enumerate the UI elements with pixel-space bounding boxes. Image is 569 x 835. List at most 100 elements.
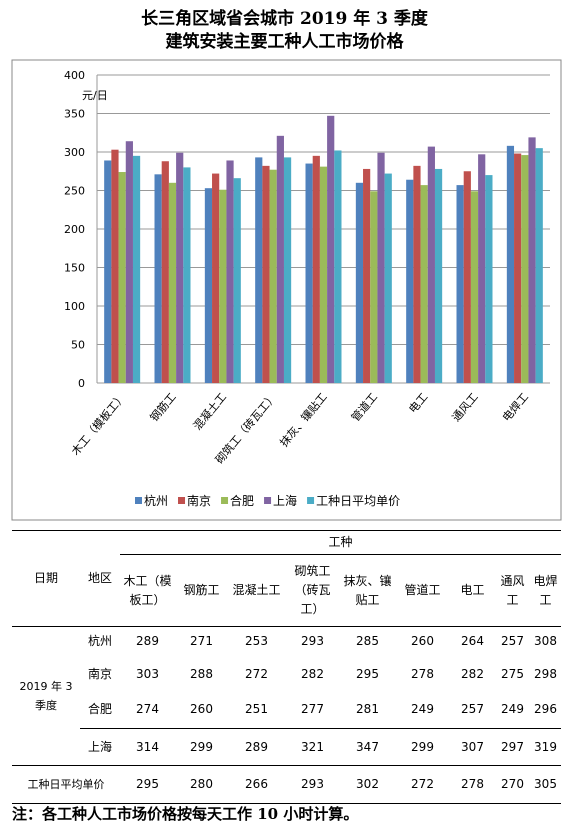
table-cell: 303 xyxy=(136,666,159,681)
table-cell: 282 xyxy=(461,666,484,681)
bar xyxy=(406,179,414,383)
column-header: 通风工 xyxy=(500,573,525,607)
bar xyxy=(276,135,284,383)
bar xyxy=(283,157,292,383)
table-cell: 295 xyxy=(136,777,159,791)
table-cell: 302 xyxy=(356,777,379,791)
table-cell: 251 xyxy=(245,702,268,717)
table-cell: 321 xyxy=(301,739,324,754)
bar xyxy=(161,161,169,383)
chart: 元/日 0 50 100 150 200 250 300 350 400 木工（模板工） 钢筋工 混凝… xyxy=(11,59,562,521)
legend-swatch xyxy=(264,497,272,504)
bar xyxy=(312,155,320,383)
table-cell: 289 xyxy=(245,739,268,754)
bar xyxy=(384,173,392,383)
table-cell: 280 xyxy=(190,777,213,791)
bar xyxy=(377,152,385,383)
column-header: 混凝土工 xyxy=(232,583,281,597)
table-cell: 264 xyxy=(461,634,484,649)
x-tick-label: 钢筋工 xyxy=(147,390,179,424)
legend-label: 杭州 xyxy=(144,493,168,508)
table-cell: 307 xyxy=(461,739,484,754)
legend-swatch xyxy=(178,497,186,504)
table-cell: 347 xyxy=(356,739,379,754)
bar xyxy=(521,155,529,383)
price-table: 日期 地区 工种 木工（模板工） 钢筋工 混凝土工 砌筑工（砖瓦工） 抹灰、镶贴工 管道工 电工 通… xyxy=(12,530,561,804)
bar xyxy=(183,167,191,383)
table-cell: 319 xyxy=(534,739,557,754)
bar xyxy=(427,146,435,383)
table-cell: 299 xyxy=(411,739,434,754)
x-tick-label: 管道工 xyxy=(348,390,380,424)
bar xyxy=(319,166,328,383)
chart-title: 长三角区域省会城市 2019 年 3 季度 xyxy=(141,9,428,29)
table-cell: 271 xyxy=(190,634,213,649)
table-cell: 272 xyxy=(411,777,434,791)
table-cell: 260 xyxy=(190,702,213,717)
legend-label: 工种日平均单价 xyxy=(316,494,400,508)
legend-swatch xyxy=(307,497,315,504)
group-header: 工种 xyxy=(120,530,561,555)
bar xyxy=(262,165,270,383)
legend-label: 合肥 xyxy=(230,493,254,508)
y-tick-label: 250 xyxy=(64,185,85,198)
bar xyxy=(176,152,184,383)
table-cell: 277 xyxy=(301,702,324,717)
bar xyxy=(506,145,515,383)
table-cell: 274 xyxy=(136,702,159,717)
x-tick-label: 电工 xyxy=(406,391,430,416)
table-cell: 257 xyxy=(461,702,484,717)
y-tick-label: 0 xyxy=(78,377,85,390)
bar xyxy=(154,174,162,383)
bar xyxy=(535,148,543,383)
legend-swatch xyxy=(135,497,142,504)
bar xyxy=(255,157,263,383)
y-tick-label: 400 xyxy=(64,69,85,82)
date-header: 日期 xyxy=(33,571,58,585)
x-tick-label: 通风工 xyxy=(450,391,481,425)
bar xyxy=(305,163,313,383)
bar xyxy=(485,175,493,383)
column-header: 木工（模板工） xyxy=(123,573,172,607)
column-header: 砌筑工（砖瓦工） xyxy=(294,564,331,616)
x-tick-label: 抹灰、镶贴工 xyxy=(277,390,330,450)
bar xyxy=(219,189,227,383)
table-cell: 314 xyxy=(136,739,159,754)
table-cell: 293 xyxy=(301,777,324,791)
table-cell: 288 xyxy=(190,666,213,681)
table-cell: 253 xyxy=(245,634,268,649)
row-header: 杭州 xyxy=(87,634,112,649)
bar xyxy=(118,172,126,383)
table-cell: 298 xyxy=(534,666,557,681)
table-cell: 266 xyxy=(245,777,268,791)
bar xyxy=(334,150,342,383)
y-unit: 元/日 xyxy=(82,89,108,102)
x-tick-label: 混凝土工 xyxy=(190,390,229,433)
y-tick-label: 100 xyxy=(64,300,85,313)
y-tick-label: 200 xyxy=(64,223,85,236)
legend-label: 上海 xyxy=(273,493,297,508)
table-cell: 296 xyxy=(534,702,557,717)
bar xyxy=(168,182,177,383)
table-cell: 272 xyxy=(245,666,268,681)
table-cell: 305 xyxy=(534,777,557,791)
row-header: 上海 xyxy=(87,739,112,754)
legend-swatch xyxy=(221,497,229,504)
table-cell: 249 xyxy=(411,702,434,717)
x-tick-label: 电焊工 xyxy=(499,390,531,424)
bar xyxy=(463,171,471,383)
bar xyxy=(111,149,119,383)
bar xyxy=(233,178,241,383)
bar xyxy=(327,115,335,383)
y-tick-label: 50 xyxy=(71,339,85,352)
column-header: 管道工 xyxy=(404,583,441,597)
table-cell: 278 xyxy=(411,666,434,681)
bar xyxy=(204,188,213,383)
bar xyxy=(413,165,421,383)
row-header: 南京 xyxy=(87,666,112,681)
table-cell: 297 xyxy=(501,739,524,754)
table-cell: 289 xyxy=(136,634,159,649)
chart-frame xyxy=(11,59,562,521)
bar xyxy=(420,185,428,383)
